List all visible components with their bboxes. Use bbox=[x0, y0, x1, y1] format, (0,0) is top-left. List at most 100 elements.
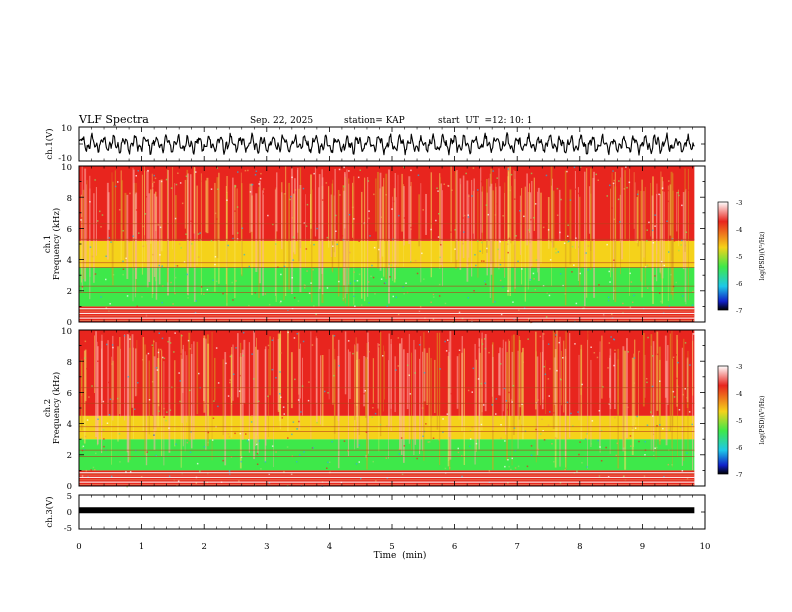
spec1-speckle bbox=[692, 290, 694, 293]
spec2-streak bbox=[631, 357, 634, 456]
spec2-speckle bbox=[549, 411, 551, 413]
spec1-streak bbox=[564, 170, 567, 306]
spec2-streak bbox=[513, 334, 515, 435]
spec2-speckle bbox=[468, 357, 471, 359]
spec2-speckle bbox=[668, 429, 670, 431]
spec2-speckle bbox=[469, 445, 471, 448]
spec2-speckle bbox=[498, 344, 500, 346]
spec1-streak bbox=[527, 191, 529, 290]
spec2-streak bbox=[315, 338, 318, 422]
spec1-streak bbox=[160, 179, 163, 252]
spec2-streak bbox=[517, 350, 519, 449]
spec1-speckle bbox=[587, 269, 589, 271]
spec1-speckle bbox=[395, 296, 397, 298]
spec2-speckle bbox=[457, 451, 460, 454]
spec1-speckle bbox=[341, 235, 344, 237]
spec1-speckle bbox=[133, 221, 135, 223]
spec2-streak bbox=[518, 336, 520, 420]
spec1-speckle bbox=[542, 226, 545, 229]
x-tick-label-0: 0 bbox=[76, 542, 81, 552]
spec2-speckle bbox=[189, 348, 191, 350]
spec2-speckle bbox=[229, 379, 231, 381]
spec2-speckle bbox=[510, 468, 512, 471]
spec1-speckle bbox=[467, 263, 470, 265]
spec1-speckle bbox=[161, 301, 163, 304]
spec1-streak bbox=[367, 177, 369, 297]
spec1-streak bbox=[514, 170, 516, 289]
spec1-speckle bbox=[199, 239, 202, 241]
spec1-speckle bbox=[251, 183, 254, 186]
spec2-speckle bbox=[90, 469, 92, 471]
spec1-speckle bbox=[559, 273, 562, 275]
spec2-streak bbox=[559, 336, 561, 467]
x-tick-label-10: 10 bbox=[700, 542, 711, 552]
spec1-speckle bbox=[122, 260, 124, 263]
spec2-speckle bbox=[125, 471, 127, 473]
spec1-speckle bbox=[670, 273, 672, 276]
spec2-speckle bbox=[142, 359, 144, 361]
spec1-speckle bbox=[646, 240, 648, 242]
spec1-speckle bbox=[423, 278, 425, 280]
spec2-speckle bbox=[82, 445, 85, 448]
spec1-streak bbox=[314, 167, 317, 237]
spec1-speckle bbox=[533, 278, 535, 280]
spec1-speckle bbox=[432, 293, 435, 296]
spec2-speckle bbox=[537, 399, 539, 401]
spec2-speckle bbox=[296, 333, 298, 335]
spec2-speckle bbox=[626, 406, 629, 409]
spec2-streak bbox=[224, 352, 227, 466]
spec1-speckle bbox=[185, 233, 187, 235]
spec2-speckle bbox=[564, 469, 566, 471]
spec2-streak bbox=[155, 342, 157, 432]
ch1-waveform-panel: 10 -10 ch.1(V) bbox=[44, 124, 706, 164]
spec1-speckle bbox=[258, 183, 260, 185]
spec1-speckle bbox=[439, 256, 441, 259]
ch3-ytick-bottom: -5 bbox=[64, 524, 72, 534]
spec2-speckle bbox=[543, 439, 546, 441]
spec2-speckle bbox=[395, 369, 397, 371]
spec2-streak bbox=[479, 339, 480, 424]
spec2-speckle bbox=[421, 407, 424, 409]
spec2-streak bbox=[107, 340, 109, 417]
spec2-speckle bbox=[687, 473, 690, 475]
spec1-streak bbox=[634, 182, 636, 243]
spec2-speckle bbox=[297, 399, 300, 401]
spec1-speckle bbox=[142, 245, 145, 247]
spec1-streak bbox=[348, 183, 350, 285]
spec1-speckle bbox=[569, 199, 572, 201]
spec1-speckle bbox=[438, 283, 441, 286]
spec2-speckle bbox=[688, 411, 691, 413]
spec2-speckle bbox=[199, 470, 201, 473]
spec1-speckle bbox=[390, 264, 393, 266]
spec2-speckle bbox=[267, 395, 269, 398]
spec2-speckle bbox=[687, 332, 689, 335]
spec2-speckle bbox=[156, 369, 159, 371]
x-tick-label-1: 1 bbox=[139, 542, 144, 552]
spec1-streak bbox=[678, 189, 679, 247]
spec1-speckle bbox=[368, 217, 370, 220]
spec2-speckle bbox=[691, 423, 693, 426]
spec1-speckle bbox=[678, 194, 680, 197]
spec2-speckle bbox=[351, 385, 354, 387]
spec2-speckle bbox=[111, 344, 114, 346]
spec1-speckle bbox=[419, 305, 422, 308]
spec2-streak bbox=[624, 350, 627, 470]
spec2-speckle bbox=[475, 442, 478, 445]
spec1-speckle bbox=[611, 207, 613, 209]
spec2-ytick-6: 6 bbox=[67, 389, 72, 399]
spec1-speckle bbox=[122, 268, 125, 270]
spec2-speckle bbox=[364, 390, 366, 392]
spec2-streak bbox=[355, 337, 357, 422]
spec2-speckle bbox=[324, 390, 326, 393]
spec2-speckle bbox=[615, 454, 617, 457]
spec1-speckle bbox=[235, 280, 237, 282]
spec2-speckle bbox=[240, 456, 243, 458]
spec2-ylabel: ch.2 Frequency (kHz) bbox=[43, 372, 62, 444]
spec2-speckle bbox=[84, 435, 87, 438]
spec2-speckle bbox=[432, 437, 435, 439]
spec1-speckle bbox=[668, 251, 670, 253]
spec2-speckle bbox=[527, 395, 529, 398]
spec2-streak bbox=[655, 355, 657, 460]
spec1-speckle bbox=[310, 282, 312, 284]
spec1-speckle bbox=[517, 260, 519, 263]
